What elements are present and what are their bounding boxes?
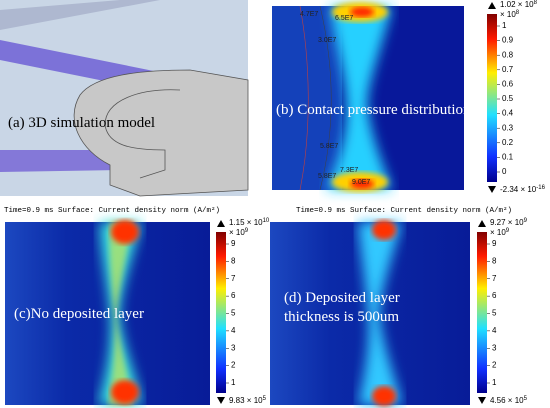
min-marker bbox=[217, 397, 225, 404]
panel-c: (c)No deposited layer bbox=[5, 220, 210, 405]
contour-label: 3.0E7 bbox=[318, 37, 336, 44]
colorbar-min: 4.56 × 105 bbox=[490, 396, 528, 406]
colorbar-max-exp: 8 bbox=[534, 0, 538, 6]
colorbar-max-base: 1.15 × 10 bbox=[229, 218, 263, 227]
colorbar-max: 1.15 × 1010 bbox=[229, 218, 270, 228]
header: Time=0.9 ms Surface: Current density nor… bbox=[296, 206, 512, 215]
colorbar-max-exp: 9 bbox=[524, 218, 528, 224]
colorbar-tick-label: 0.9 bbox=[502, 36, 514, 45]
colorbar-unit: × 109 bbox=[490, 228, 510, 238]
colorbar-tick-label: 6 bbox=[231, 291, 236, 300]
colorbar-tick-label: 0.5 bbox=[502, 94, 514, 103]
contour-label: 5.8E7 bbox=[318, 173, 336, 180]
contour-label: 7.3E7 bbox=[340, 167, 358, 174]
colorbar bbox=[487, 14, 497, 182]
contour-label: 6.5E7 bbox=[335, 15, 353, 22]
colorbar-tick-label: 9 bbox=[231, 239, 236, 248]
colorbar-tick-label: 7 bbox=[492, 274, 497, 283]
colorbar-unit: × 108 bbox=[500, 10, 520, 20]
colorbar-tick-label: 4 bbox=[231, 326, 236, 335]
contour-label: 5.8E7 bbox=[320, 143, 338, 150]
colorbar-min-exp: 5 bbox=[263, 396, 267, 402]
colorbar-tick-label: 4 bbox=[492, 326, 497, 335]
colorbar-unit-exp: 8 bbox=[516, 10, 520, 16]
colorbar-tick-label: 3 bbox=[492, 343, 497, 352]
colorbar-tick-label: 0.7 bbox=[502, 65, 514, 74]
caption: (a) 3D simulation model bbox=[8, 115, 155, 131]
max-marker bbox=[488, 2, 496, 9]
colorbar-max: 9.27 × 109 bbox=[490, 218, 528, 228]
caption: (c)No deposited layer bbox=[14, 306, 144, 322]
colorbar-min-base: 4.56 × 10 bbox=[490, 396, 524, 405]
colorbar-tick-label: 8 bbox=[231, 256, 236, 265]
caption: (d) Deposited layer bbox=[284, 290, 400, 306]
panel-a: (a) 3D simulation model bbox=[0, 0, 249, 197]
colorbar-tick-label: 0 bbox=[502, 167, 507, 176]
colorbar-max: 1.02 × 108 bbox=[500, 0, 538, 9]
min-marker bbox=[478, 397, 486, 404]
colorbar-min-base: 9.83 × 10 bbox=[229, 396, 263, 405]
colorbar-tick-label: 0.2 bbox=[502, 138, 514, 147]
colorbar-unit-exp: 9 bbox=[245, 228, 249, 234]
caption: (b) Contact pressure distribution bbox=[276, 102, 471, 118]
max-marker bbox=[217, 220, 225, 227]
colorbar-unit: × 109 bbox=[229, 228, 249, 238]
colorbar-max-exp: 10 bbox=[263, 218, 270, 224]
colorbar-tick-label: 7 bbox=[231, 274, 236, 283]
colorbar-unit-base: × 10 bbox=[500, 10, 516, 19]
colorbar-tick-label: 1 bbox=[231, 378, 236, 387]
colorbar-tick-label: 5 bbox=[231, 309, 236, 318]
colorbar-tick-label: 8 bbox=[492, 256, 497, 265]
panel-b: (b) Contact pressure distribution bbox=[272, 2, 471, 192]
colorbar bbox=[477, 232, 487, 393]
colorbar-unit-base: × 10 bbox=[490, 228, 506, 237]
contour-label: 9.0E7 bbox=[352, 179, 370, 186]
colorbar-tick-label: 1 bbox=[492, 378, 497, 387]
colorbar-max-base: 9.27 × 10 bbox=[490, 218, 524, 227]
colorbar-min-base: -2.34 × 10 bbox=[500, 185, 537, 194]
colorbar-tick-label: 2 bbox=[492, 361, 497, 370]
colorbar-unit-base: × 10 bbox=[229, 228, 245, 237]
header: Time=0.9 ms Surface: Current density nor… bbox=[4, 206, 220, 215]
colorbar-min-exp: -16 bbox=[536, 185, 545, 191]
contour-label: 4.7E7 bbox=[300, 11, 318, 18]
colorbar-tick-label: 0.1 bbox=[502, 153, 514, 162]
colorbar-tick-label: 0.6 bbox=[502, 80, 514, 89]
colorbar-min: -2.34 × 10-16 bbox=[500, 185, 546, 195]
colorbar-unit-exp: 9 bbox=[506, 228, 510, 234]
max-marker bbox=[478, 220, 486, 227]
min-marker bbox=[488, 186, 496, 193]
colorbar-tick-label: 5 bbox=[492, 309, 497, 318]
panel-d: (d) Deposited layer thickness is 500um bbox=[270, 220, 470, 406]
colorbar-tick-label: 9 bbox=[492, 239, 497, 248]
colorbar-tick-label: 6 bbox=[492, 291, 497, 300]
colorbar-tick-label: 0.3 bbox=[502, 123, 514, 132]
colorbar bbox=[216, 232, 226, 393]
colorbar-tick-label: 3 bbox=[231, 343, 236, 352]
colorbar-tick-label: 2 bbox=[231, 361, 236, 370]
colorbar-min-exp: 5 bbox=[524, 396, 528, 402]
colorbar-tick-label: 0.8 bbox=[502, 50, 514, 59]
caption: thickness is 500um bbox=[284, 309, 399, 325]
colorbar-tick-label: 1 bbox=[502, 21, 507, 30]
colorbar-min: 9.83 × 105 bbox=[229, 396, 267, 406]
colorbar-tick-label: 0.4 bbox=[502, 109, 514, 118]
colorbar-max-base: 1.02 × 10 bbox=[500, 0, 534, 9]
